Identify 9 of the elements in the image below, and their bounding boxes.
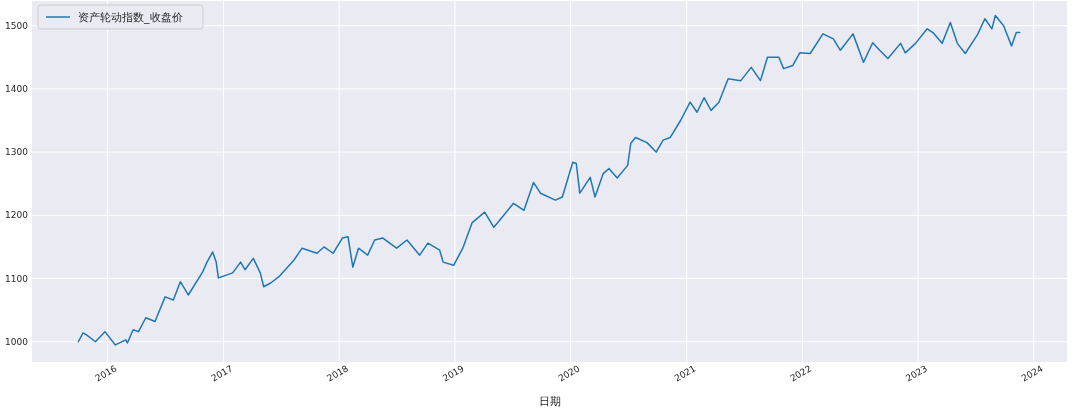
y-tick-label: 1000 [5,336,29,347]
y-tick-label: 1300 [5,147,29,158]
y-tick-label: 1400 [5,84,29,95]
y-tick-label: 1500 [5,20,29,31]
line-series [77,14,1021,346]
y-tick-label: 1100 [5,273,29,284]
legend-label: 资产轮动指数_收盘价 [78,11,183,24]
x-axis-title: 日期 [538,395,561,408]
y-tick-label: 1200 [5,210,29,221]
